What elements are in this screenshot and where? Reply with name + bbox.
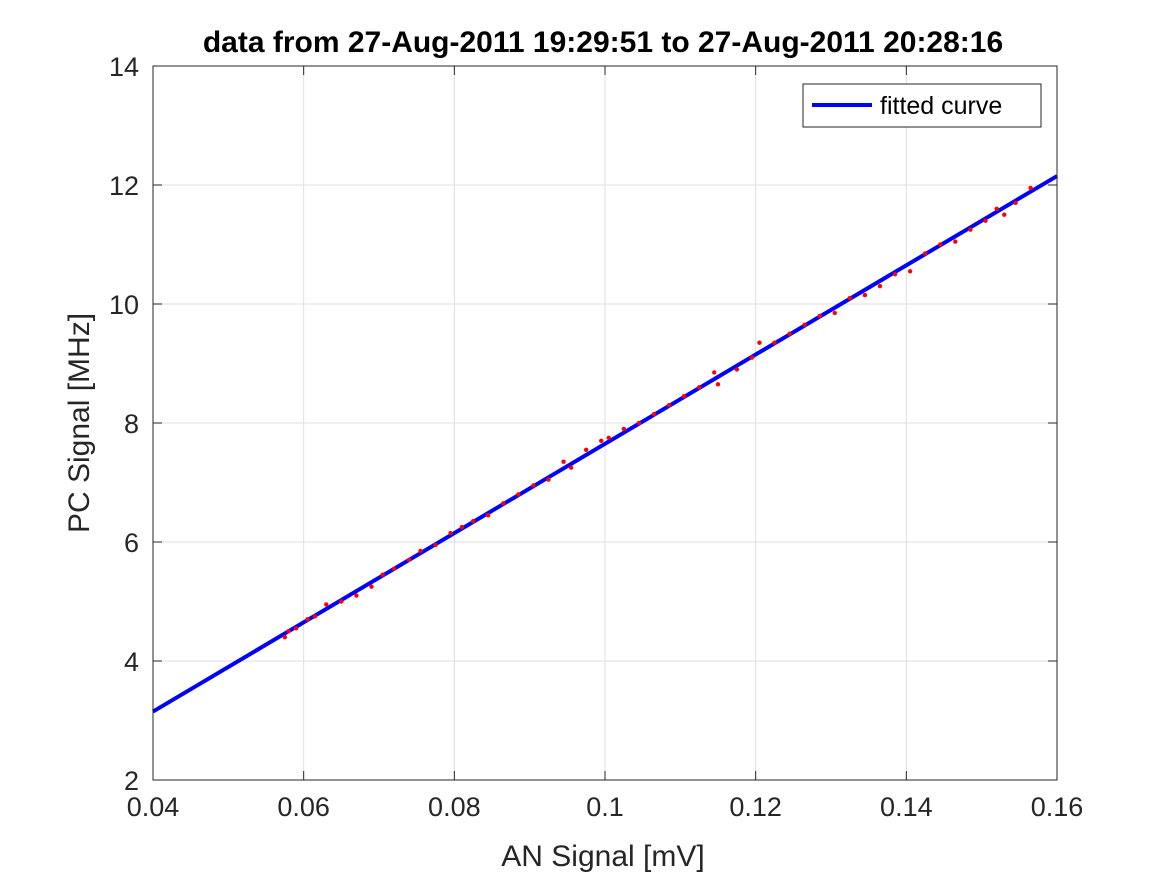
x-axis-label: AN Signal [mV] <box>501 840 704 873</box>
data-point <box>636 420 642 426</box>
y-tick-label: 6 <box>124 528 139 558</box>
data-point <box>968 227 973 232</box>
legend-label-fitted-curve: fitted curve <box>880 92 1002 120</box>
x-tick-label: 0.1 <box>586 792 624 822</box>
x-tick-label: 0.08 <box>428 792 481 822</box>
ticks: 0.04 0.06 0.08 0.1 0.12 0.14 0.16 2 4 6 8 10 12 14 <box>109 52 1083 822</box>
data-point <box>339 599 344 604</box>
x-tick-label: 0.06 <box>277 792 330 822</box>
data-point <box>666 402 672 408</box>
data-point <box>286 629 291 634</box>
data-point <box>734 367 740 372</box>
data-point <box>983 218 988 223</box>
data-point <box>712 370 717 375</box>
data-point <box>922 251 928 256</box>
data-point <box>531 483 536 488</box>
data-point <box>599 438 604 444</box>
data-point <box>787 331 792 336</box>
data-point <box>1002 212 1007 217</box>
legend: fitted curve <box>802 83 1042 128</box>
data-point <box>418 548 423 554</box>
data-point <box>501 501 506 506</box>
chart-title: data from 27-Aug-2011 19:29:51 to 27-Aug… <box>203 26 1003 59</box>
data-point <box>715 382 721 387</box>
y-tick-label: 4 <box>124 647 139 677</box>
data-point <box>282 635 288 640</box>
data-point <box>448 530 453 536</box>
y-tick-label: 8 <box>124 409 139 439</box>
data-point <box>907 269 913 274</box>
data-point <box>749 355 755 360</box>
data-point <box>391 566 397 571</box>
data-point <box>1013 200 1018 206</box>
y-tick-label: 2 <box>124 766 139 796</box>
data-point <box>369 584 374 589</box>
data-point <box>546 477 551 482</box>
data-point <box>470 518 476 524</box>
data-point <box>459 524 465 530</box>
x-tick-label: 0.04 <box>127 792 180 822</box>
data-point <box>293 626 299 631</box>
y-axis-label: PC Signal [MHz] <box>63 313 96 533</box>
data-point <box>1028 185 1033 191</box>
y-tick-label: 14 <box>109 52 139 82</box>
data-point <box>312 614 318 619</box>
data-point <box>621 426 627 432</box>
data-point <box>862 292 868 298</box>
data-point <box>953 239 958 244</box>
data-point <box>305 617 310 622</box>
data-point <box>832 310 837 316</box>
y-tick-label: 10 <box>109 290 139 320</box>
fitted-curve-line <box>151 174 1059 714</box>
data-point <box>561 459 566 464</box>
data-point <box>994 206 999 211</box>
data-point <box>516 492 521 497</box>
data-point <box>606 435 611 441</box>
data-point <box>802 322 807 328</box>
data-point <box>486 513 491 518</box>
data-point <box>757 340 762 345</box>
data-point <box>938 242 943 247</box>
data-point <box>324 602 329 607</box>
data-point <box>354 593 359 598</box>
data-point <box>651 411 657 417</box>
data-point <box>696 385 702 390</box>
x-tick-label: 0.16 <box>1031 792 1084 822</box>
data-point <box>406 557 412 563</box>
data-point <box>681 394 687 399</box>
data-point <box>772 340 777 345</box>
y-tick-label: 12 <box>109 171 139 201</box>
x-tick-label: 0.12 <box>729 792 782 822</box>
data-point <box>433 542 438 548</box>
data-point <box>892 272 898 277</box>
data-point <box>877 283 883 289</box>
data-point <box>817 313 822 319</box>
data-point <box>583 447 589 452</box>
x-tick-label: 0.14 <box>880 792 933 822</box>
data-point <box>847 295 853 301</box>
data-point <box>568 465 574 470</box>
data-point <box>380 572 385 577</box>
plot-area <box>151 174 1059 714</box>
